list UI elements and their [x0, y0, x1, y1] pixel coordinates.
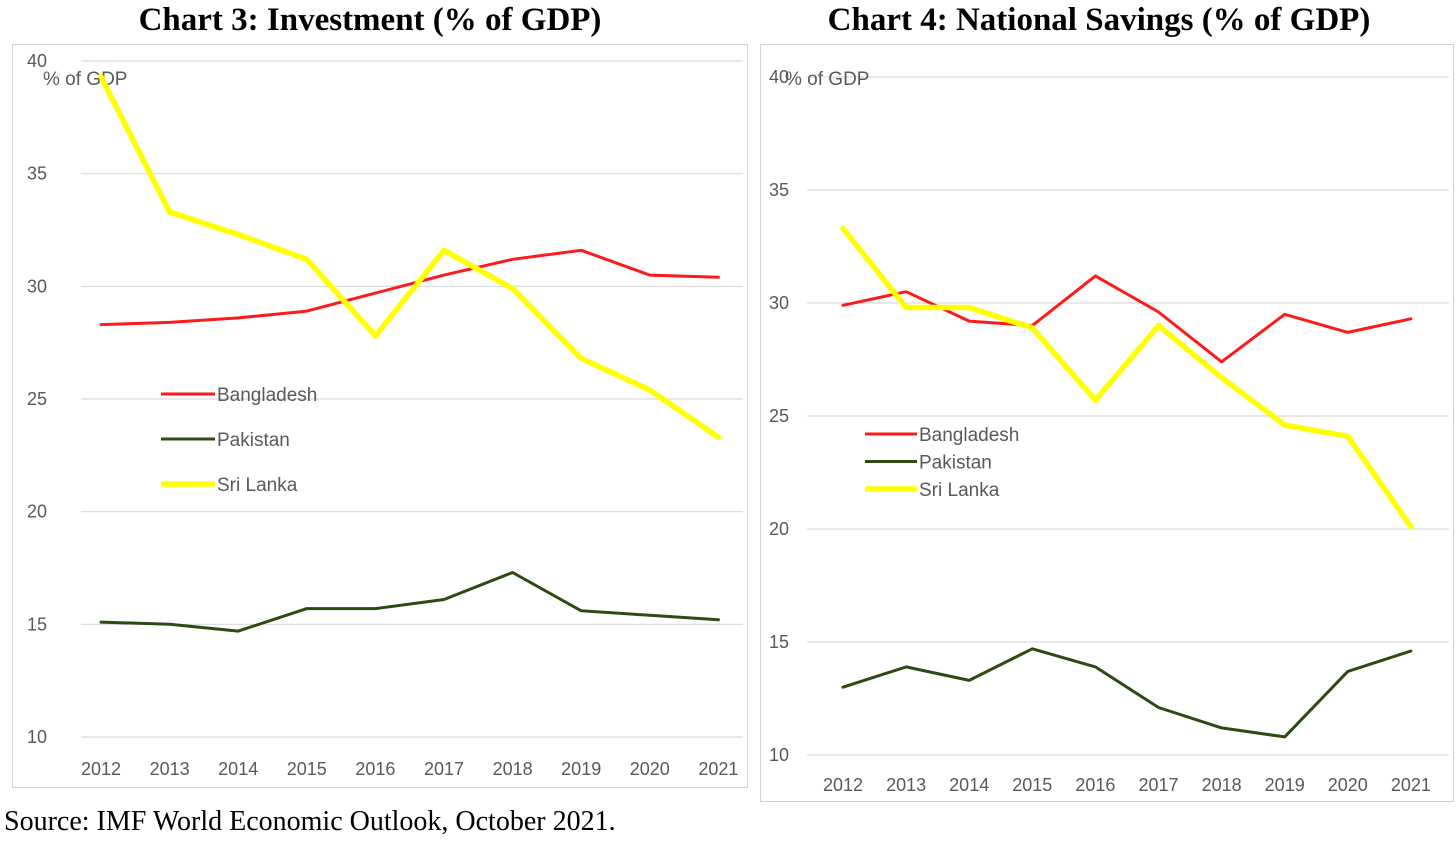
- chart-3-y-tick-30: 30: [27, 276, 47, 296]
- chart-4-x-tick-2014: 2014: [949, 775, 989, 795]
- chart-4-y-tick-15: 15: [769, 632, 789, 652]
- chart-4-legend-label-bangladesh: Bangladesh: [919, 425, 1019, 446]
- chart-4-y-tick-35: 35: [769, 180, 789, 200]
- chart-4-series-pakistan: [841, 647, 1413, 739]
- chart-3-legend-label-bangladesh: Bangladesh: [217, 385, 317, 406]
- chart-3-plot: 10 15 20 25 30 35 40% of GDP 2012 2013 2014 2015 20…: [27, 51, 743, 779]
- chart-4-series-bangladesh: [841, 274, 1413, 364]
- chart-3-series-bangladesh: [99, 248, 720, 327]
- chart-4-x-tick-2016: 2016: [1075, 775, 1115, 795]
- chart-3-x-tick-2015: 2015: [287, 759, 327, 779]
- chart-4-legend-label-sri-lanka: Sri Lanka: [919, 480, 1000, 501]
- chart-3-y-tick-10: 10: [27, 727, 47, 747]
- chart-3-y-tick-15: 15: [27, 614, 47, 634]
- chart-3-legend-label-pakistan: Pakistan: [217, 430, 290, 451]
- chart-3-legend-label-sri-lanka: Sri Lanka: [217, 475, 298, 496]
- chart-4-x-tick-2015: 2015: [1012, 775, 1052, 795]
- chart-3-x-tick-2016: 2016: [355, 759, 395, 779]
- chart-3-title: Chart 3: Investment (% of GDP): [138, 2, 602, 38]
- chart-3-unit-label: % of GDP: [43, 69, 127, 90]
- chart-4-series-sri-lanka: [840, 225, 1414, 530]
- chart-3-y-tick-25: 25: [27, 389, 47, 409]
- chart-3-x-tick-2012: 2012: [81, 759, 121, 779]
- chart-3-x-tick-2014: 2014: [218, 759, 258, 779]
- chart-3-panel: 10 15 20 25 30 35 40% of GDP 2012 2013 2014 2015 20…: [12, 44, 748, 788]
- chart-3-series-pakistan: [99, 571, 720, 633]
- chart-4-x-tick-2021: 2021: [1391, 775, 1431, 795]
- chart-4-y-tick-40: 40: [769, 67, 789, 87]
- chart-3-y-tick-40: 40: [27, 51, 47, 71]
- chart-3-y-tick-20: 20: [27, 502, 47, 522]
- chart-4-y-tick-30: 30: [769, 293, 789, 313]
- chart-3-series-sri-lanka: [98, 74, 722, 441]
- chart-3-x-tick-2020: 2020: [630, 759, 670, 779]
- chart-4-x-tick-2017: 2017: [1138, 775, 1178, 795]
- chart-4-x-tick-2012: 2012: [823, 775, 863, 795]
- chart-4-legend-label-pakistan: Pakistan: [919, 453, 992, 474]
- chart-4-plot: 10 15 20 25 30 35 40% of GDP 2012 2013 2014 2015 20…: [769, 67, 1449, 795]
- chart-4-x-tick-2013: 2013: [886, 775, 926, 795]
- chart-4-title: Chart 4: National Savings (% of GDP): [827, 2, 1371, 38]
- chart-3-x-tick-2013: 2013: [150, 759, 190, 779]
- chart-3-y-tick-35: 35: [27, 164, 47, 184]
- chart-3-x-tick-2018: 2018: [493, 759, 533, 779]
- chart-4-x-tick-2020: 2020: [1328, 775, 1368, 795]
- chart-3-x-tick-2021: 2021: [698, 759, 738, 779]
- chart-4-unit-label: % of GDP: [785, 69, 869, 90]
- chart-4-panel: 10 15 20 25 30 35 40% of GDP 2012 2013 2014 2015 20…: [760, 44, 1454, 802]
- chart-4-y-tick-20: 20: [769, 519, 789, 539]
- chart-4-x-tick-2019: 2019: [1265, 775, 1305, 795]
- chart-3-x-tick-2017: 2017: [424, 759, 464, 779]
- source-note: Source: IMF World Economic Outlook, Octo…: [4, 806, 616, 837]
- chart-4-x-tick-2018: 2018: [1202, 775, 1242, 795]
- chart-3-x-tick-2019: 2019: [561, 759, 601, 779]
- chart-4-y-tick-10: 10: [769, 745, 789, 765]
- chart-4-y-tick-25: 25: [769, 406, 789, 426]
